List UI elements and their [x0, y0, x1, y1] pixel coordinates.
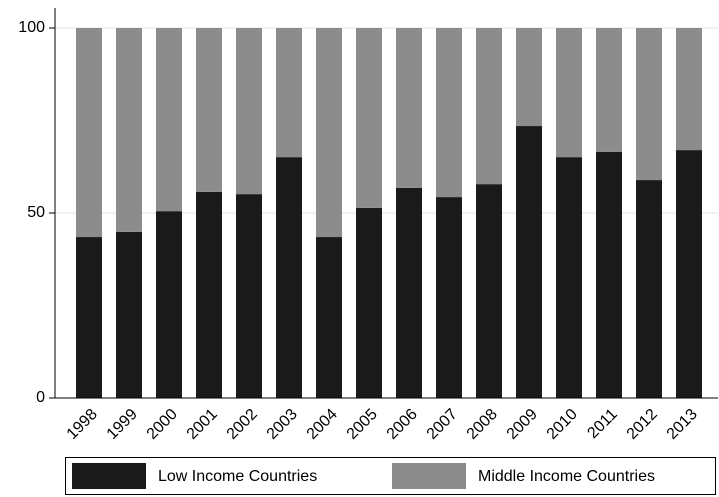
x-tick-label: 2001	[184, 406, 221, 443]
bar-segment	[556, 157, 582, 398]
bar-segment	[556, 28, 582, 158]
bar-segment	[516, 28, 542, 127]
bar-segment	[276, 28, 302, 158]
x-tick-label: 2007	[424, 406, 461, 443]
legend-box	[65, 457, 716, 495]
x-tick-label: 2004	[304, 406, 341, 443]
x-tick-label: 2008	[464, 406, 501, 443]
x-tick-label: 2009	[504, 406, 541, 443]
bar-segment	[156, 211, 182, 398]
legend-label: Low Income Countries	[158, 468, 317, 485]
bar-segment	[436, 28, 462, 198]
bar-segment	[196, 191, 222, 398]
bar-segment	[156, 28, 182, 212]
bar-segment	[316, 237, 342, 398]
bar-segment	[236, 28, 262, 195]
bar-segment	[476, 184, 502, 398]
bar-segment	[396, 187, 422, 398]
bar-segment	[676, 150, 702, 398]
x-tick-label: 2006	[384, 406, 421, 443]
legend-swatch	[392, 463, 466, 489]
bar-segment	[476, 28, 502, 185]
x-tick-label: 2013	[664, 406, 701, 443]
y-tick-label: 0	[36, 389, 45, 406]
bar-segment	[396, 28, 422, 188]
x-tick-label: 2011	[584, 406, 620, 442]
bar-segment	[596, 151, 622, 398]
y-tick-label: 100	[18, 19, 45, 36]
bar-segment	[676, 28, 702, 151]
bar-segment	[76, 237, 102, 398]
bar-segment	[356, 207, 382, 398]
bar-segment	[196, 28, 222, 192]
bar-segment	[116, 231, 142, 398]
bar-segment	[276, 157, 302, 398]
bar-segment	[236, 194, 262, 398]
bar-segment	[76, 28, 102, 238]
x-tick-label: 2002	[224, 406, 261, 443]
bar-segment	[516, 126, 542, 399]
bar-segment	[636, 180, 662, 398]
x-tick-label: 2012	[624, 406, 661, 443]
bar-segment	[316, 28, 342, 238]
x-tick-label: 1999	[104, 406, 141, 443]
bar-segment	[596, 28, 622, 152]
x-tick-label: 2000	[144, 406, 181, 443]
x-tick-label: 1998	[64, 406, 101, 443]
x-tick-label: 2005	[344, 406, 381, 443]
bar-segment	[116, 28, 142, 232]
x-tick-label: 2003	[264, 406, 301, 443]
legend-swatch	[72, 463, 146, 489]
bar-segment	[356, 28, 382, 208]
legend-label: Middle Income Countries	[478, 468, 655, 485]
x-tick-label: 2010	[544, 406, 581, 443]
bar-segment	[636, 28, 662, 181]
bar-segment	[436, 197, 462, 398]
y-tick-label: 50	[27, 204, 45, 221]
